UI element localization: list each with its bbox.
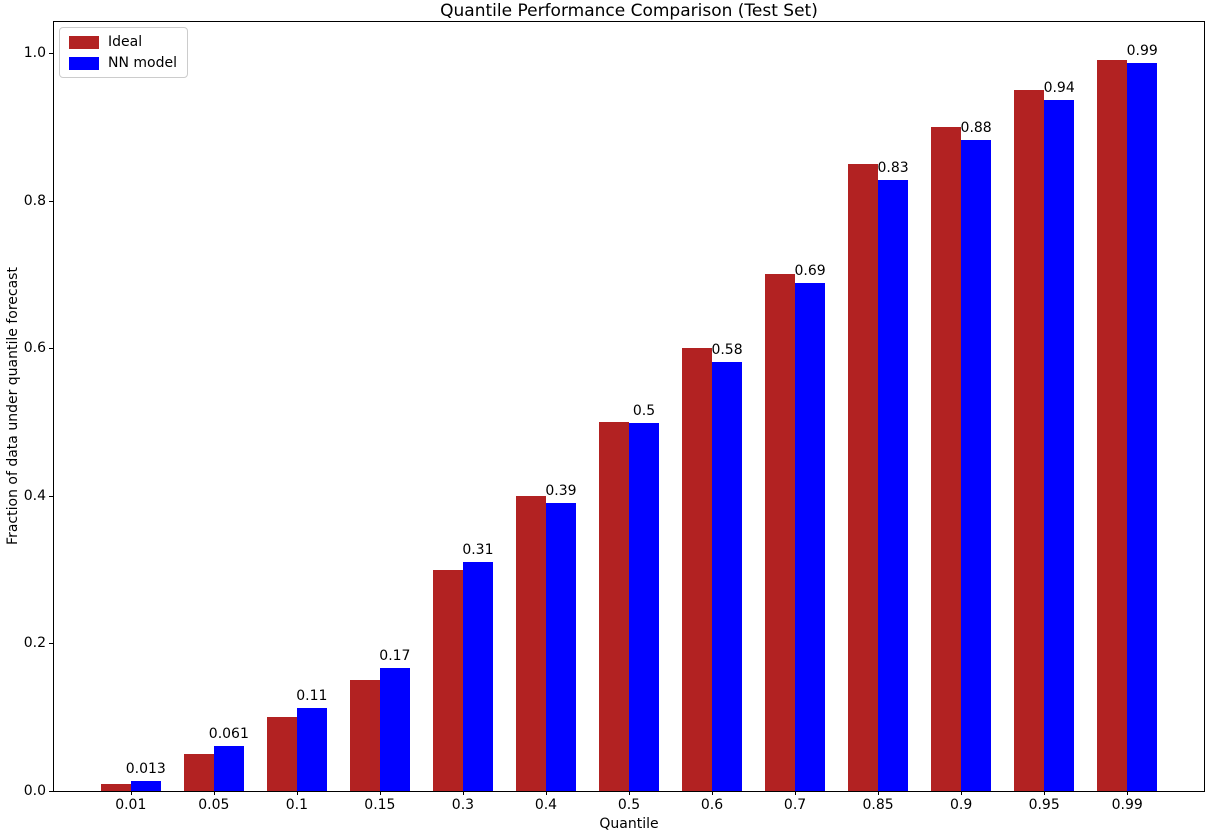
bar-value-label-0.6: 0.58: [711, 342, 743, 359]
y-tick-label-0.8: 0.8: [23, 192, 46, 209]
bar-value-label-0.85: 0.83: [877, 159, 909, 176]
y-tick-mark-0.2: [49, 643, 53, 645]
y-tick-mark-0.8: [49, 200, 53, 202]
bar-ideal-0.3: [432, 569, 463, 791]
x-tick-mark-0.01: [130, 791, 132, 795]
x-tick-label-0.95: 0.95: [1028, 797, 1060, 813]
bar-nn-model-0.85: [878, 179, 909, 791]
chart-title: Quantile Performance Comparison (Test Se…: [440, 1, 818, 21]
bar-ideal-0.6: [682, 348, 713, 791]
bar-value-label-0.4: 0.39: [545, 483, 577, 500]
bar-value-label-0.9: 0.88: [960, 120, 992, 137]
x-tick-mark-0.6: [712, 791, 714, 795]
legend-label-nn-model: NN model: [108, 55, 177, 71]
plot-inner: 0.013 0.061 0.11 0.17 0.31 0.39 0.5 0.58 0.69 0.8…: [54, 22, 1204, 791]
bar-ideal-0.5: [599, 422, 629, 791]
bar-nn-model-0.1: [296, 708, 327, 791]
y-tick-label-0.6: 0.6: [23, 340, 46, 357]
y-tick-mark-0.0: [49, 791, 53, 792]
bar-nn-model-0.9: [961, 140, 992, 791]
bar-ideal-0.1: [266, 717, 297, 791]
x-tick-mark-0.9: [961, 791, 963, 795]
bar-value-label-0.1: 0.11: [296, 688, 328, 705]
legend-item-nn-model: NN model: [69, 55, 177, 71]
x-tick-label-0.05: 0.05: [198, 797, 230, 813]
bar-value-label-0.15: 0.17: [379, 647, 411, 664]
x-tick-mark-0.7: [795, 791, 797, 795]
x-tick-label-0.9: 0.9: [949, 797, 973, 813]
y-tick-label-1.0: 1.0: [23, 44, 46, 61]
x-tick-mark-0.85: [878, 791, 880, 795]
x-tick-label-0.6: 0.6: [700, 797, 724, 813]
x-tick-mark-0.1: [296, 791, 298, 795]
bar-nn-model-0.95: [1044, 99, 1075, 791]
bar-value-label-0.95: 0.94: [1043, 79, 1075, 96]
x-tick-mark-0.4: [545, 791, 547, 795]
x-tick-label-0.85: 0.85: [862, 797, 894, 813]
bar-nn-model-0.99: [1127, 62, 1158, 791]
x-tick-mark-0.3: [462, 791, 464, 795]
bar-value-label-0.5: 0.5: [632, 403, 656, 420]
x-tick-mark-0.05: [213, 791, 215, 795]
bar-value-label-0.7: 0.69: [794, 263, 826, 280]
x-tick-label-0.4: 0.4: [534, 797, 558, 813]
bar-ideal-0.01: [100, 783, 131, 791]
bar-nn-model-0.6: [712, 362, 743, 791]
legend: Ideal NN model: [59, 27, 188, 78]
bar-ideal-0.9: [931, 126, 962, 791]
x-axis-label: Quantile: [599, 816, 659, 832]
y-tick-label-0.2: 0.2: [23, 635, 46, 652]
y-tick-mark-0.6: [49, 348, 53, 350]
bar-value-label-0.99: 0.99: [1126, 42, 1158, 59]
bar-nn-model-0.01: [130, 781, 161, 791]
y-tick-label-0.4: 0.4: [23, 487, 46, 504]
legend-item-ideal: Ideal: [69, 34, 177, 50]
bar-nn-model-0.4: [545, 503, 576, 791]
x-tick-mark-0.99: [1127, 791, 1129, 795]
bar-ideal-0.7: [765, 274, 796, 791]
x-tick-label-0.3: 0.3: [451, 797, 475, 813]
x-tick-label-0.1: 0.1: [285, 797, 308, 813]
y-tick-mark-1.0: [49, 52, 53, 54]
bar-ideal-0.99: [1097, 60, 1128, 791]
bar-ideal-0.95: [1014, 89, 1045, 791]
bar-value-label-0.01: 0.013: [125, 761, 166, 778]
bar-ideal-0.4: [515, 495, 546, 791]
bar-ideal-0.05: [183, 754, 214, 791]
x-tick-mark-0.15: [379, 791, 381, 795]
x-tick-label-0.15: 0.15: [364, 797, 396, 813]
x-tick-label-0.99: 0.99: [1111, 797, 1143, 813]
legend-label-ideal: Ideal: [108, 34, 143, 50]
bar-value-label-0.3: 0.31: [462, 542, 494, 559]
y-tick-mark-0.4: [49, 495, 53, 497]
legend-swatch-nn-model: [69, 56, 99, 70]
x-tick-label-0.01: 0.01: [115, 797, 147, 813]
bar-value-label-0.05: 0.061: [208, 725, 249, 742]
bar-nn-model-0.15: [379, 667, 410, 791]
bar-ideal-0.85: [848, 163, 879, 791]
bar-nn-model-0.5: [629, 423, 659, 791]
bar-nn-model-0.3: [462, 562, 493, 791]
bar-nn-model-0.05: [213, 745, 244, 791]
x-tick-mark-0.5: [629, 791, 630, 795]
legend-swatch-ideal: [69, 35, 99, 49]
bar-nn-model-0.7: [795, 283, 826, 791]
x-tick-label-0.7: 0.7: [783, 797, 807, 813]
x-tick-mark-0.95: [1044, 791, 1046, 795]
y-tick-label-0.0: 0.0: [23, 783, 46, 799]
bar-ideal-0.15: [349, 680, 380, 791]
plot-area: 0.013 0.061 0.11 0.17 0.31 0.39 0.5 0.58 0.69 0.8…: [53, 21, 1205, 792]
x-tick-label-0.5: 0.5: [617, 797, 641, 813]
